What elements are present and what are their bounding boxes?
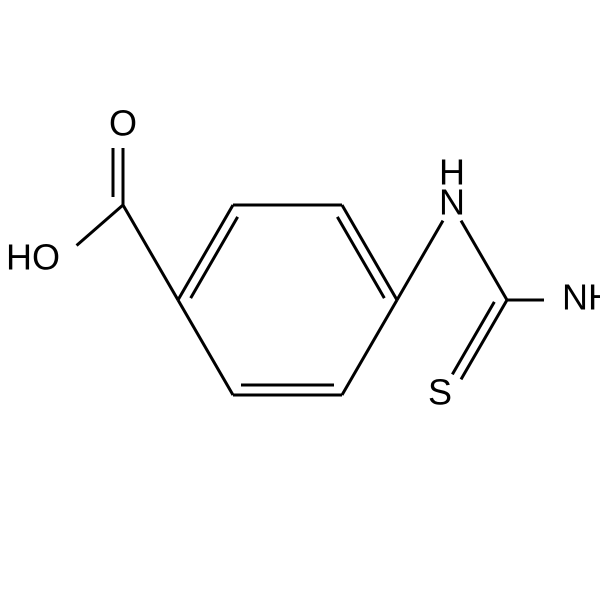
atom-label-o8: O (109, 103, 137, 144)
atom-label-n13: NH₂ (562, 277, 600, 318)
atom-label-o9: HO (6, 237, 60, 278)
atom-label-n10-h: H (439, 152, 465, 193)
molecule-diagram: OHONHSNH₂ (0, 0, 600, 600)
atom-label-s12: S (428, 372, 452, 413)
